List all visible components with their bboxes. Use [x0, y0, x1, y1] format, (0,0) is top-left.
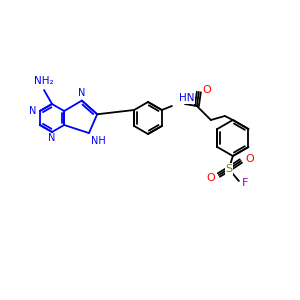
- Text: HN: HN: [179, 93, 194, 103]
- Text: N: N: [78, 88, 85, 98]
- Text: F: F: [242, 178, 248, 188]
- Text: O: O: [206, 173, 215, 183]
- Text: NH₂: NH₂: [34, 76, 54, 86]
- Text: NH: NH: [91, 136, 106, 146]
- Text: N: N: [48, 133, 56, 143]
- Text: N: N: [28, 106, 36, 116]
- Text: O: O: [246, 154, 255, 164]
- Text: O: O: [203, 85, 212, 95]
- Text: S: S: [225, 164, 233, 174]
